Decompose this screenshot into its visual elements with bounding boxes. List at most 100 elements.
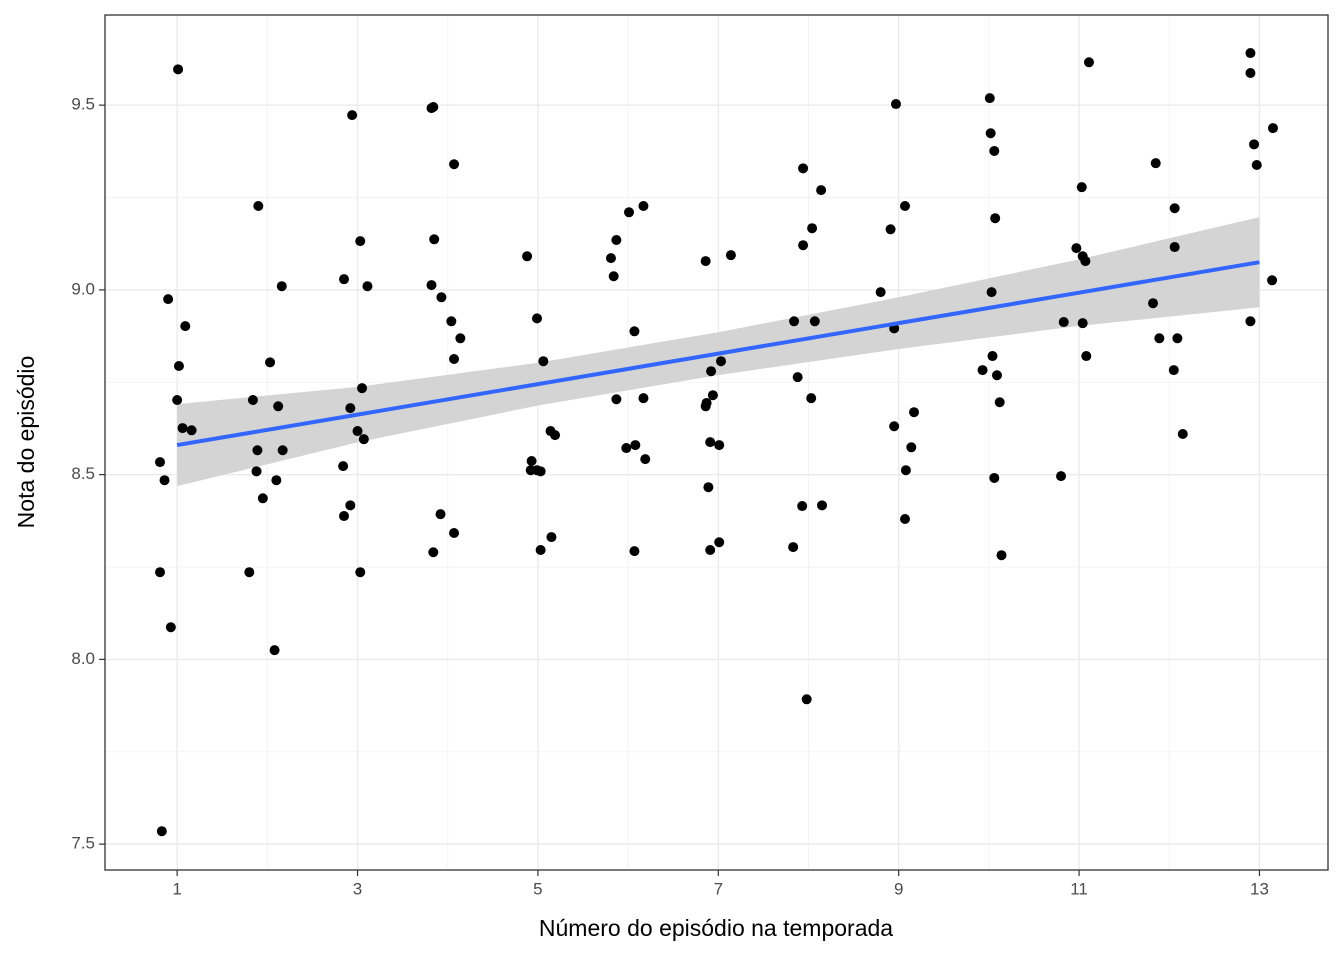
point bbox=[703, 482, 714, 493]
point bbox=[611, 235, 622, 246]
point bbox=[977, 365, 988, 376]
point bbox=[809, 316, 820, 327]
point bbox=[156, 826, 167, 837]
point bbox=[338, 461, 349, 472]
point bbox=[994, 397, 1005, 408]
point bbox=[449, 159, 460, 170]
y-tick-label: 8.5 bbox=[71, 464, 95, 483]
point bbox=[538, 356, 549, 367]
point bbox=[885, 224, 896, 235]
x-tick-label: 11 bbox=[1070, 879, 1088, 898]
point bbox=[357, 383, 368, 394]
point bbox=[273, 401, 284, 412]
point bbox=[989, 472, 1000, 483]
point bbox=[798, 240, 809, 251]
point bbox=[816, 185, 827, 196]
x-tick-label: 9 bbox=[894, 879, 903, 898]
axes: 1 3 5 7 9 11 137.58.08.59.09.5 bbox=[71, 95, 1269, 899]
point bbox=[1056, 471, 1067, 482]
marks bbox=[155, 48, 1278, 837]
point bbox=[339, 511, 350, 522]
point bbox=[358, 434, 369, 445]
point bbox=[900, 513, 911, 524]
point bbox=[1245, 316, 1256, 327]
point bbox=[789, 316, 800, 327]
point bbox=[705, 437, 716, 448]
point bbox=[1076, 182, 1087, 193]
point bbox=[535, 466, 546, 477]
point bbox=[352, 426, 363, 437]
point bbox=[801, 694, 812, 705]
x-tick-label: 1 bbox=[172, 879, 181, 898]
point bbox=[253, 201, 264, 212]
point bbox=[1177, 429, 1188, 440]
point bbox=[608, 271, 619, 282]
point bbox=[716, 356, 727, 367]
point bbox=[807, 223, 818, 234]
point bbox=[522, 251, 533, 262]
point bbox=[629, 326, 640, 337]
point bbox=[705, 545, 716, 556]
point bbox=[1080, 256, 1091, 267]
point bbox=[1081, 351, 1092, 362]
x-tick-label: 7 bbox=[714, 879, 723, 898]
point bbox=[449, 528, 460, 539]
point bbox=[1071, 243, 1082, 254]
point bbox=[1154, 333, 1165, 344]
point bbox=[173, 361, 184, 372]
point bbox=[624, 207, 635, 218]
point bbox=[788, 542, 799, 553]
panel-border bbox=[104, 14, 1329, 871]
point bbox=[797, 501, 808, 512]
confidence-band bbox=[177, 217, 1260, 487]
point bbox=[339, 274, 350, 285]
point bbox=[798, 163, 809, 174]
point bbox=[257, 493, 268, 504]
point bbox=[428, 547, 439, 558]
x-tick-label: 13 bbox=[1250, 879, 1269, 898]
point bbox=[155, 567, 166, 578]
point bbox=[173, 64, 184, 75]
point bbox=[276, 281, 287, 292]
point bbox=[900, 465, 911, 476]
point bbox=[347, 110, 358, 121]
point bbox=[546, 532, 557, 543]
point bbox=[906, 442, 917, 453]
point bbox=[725, 250, 736, 261]
point bbox=[355, 236, 366, 247]
point bbox=[1150, 158, 1161, 169]
point bbox=[629, 546, 640, 557]
point bbox=[277, 445, 288, 456]
point bbox=[792, 372, 803, 383]
point bbox=[984, 93, 995, 104]
point bbox=[605, 253, 616, 264]
point bbox=[1267, 275, 1278, 286]
point bbox=[990, 213, 1001, 224]
point bbox=[1245, 68, 1256, 79]
point bbox=[1249, 139, 1260, 150]
point bbox=[987, 351, 998, 362]
point bbox=[1077, 318, 1088, 329]
point bbox=[155, 457, 166, 468]
point bbox=[550, 430, 561, 441]
point bbox=[1245, 48, 1256, 59]
x-tick-label: 3 bbox=[353, 879, 362, 898]
point bbox=[714, 537, 725, 548]
point bbox=[890, 99, 901, 110]
point bbox=[172, 395, 183, 406]
point bbox=[449, 353, 460, 364]
point bbox=[435, 509, 446, 520]
point bbox=[991, 370, 1002, 381]
point bbox=[817, 500, 828, 511]
point bbox=[621, 443, 632, 454]
point bbox=[455, 333, 466, 344]
point bbox=[244, 567, 255, 578]
point bbox=[996, 550, 1007, 561]
y-tick-label: 9.5 bbox=[71, 95, 95, 114]
point bbox=[638, 393, 649, 404]
point bbox=[1169, 242, 1180, 253]
point bbox=[986, 287, 997, 298]
x-tick-label: 5 bbox=[533, 879, 542, 898]
point bbox=[638, 201, 649, 212]
